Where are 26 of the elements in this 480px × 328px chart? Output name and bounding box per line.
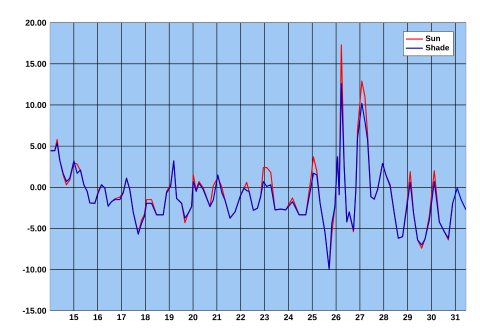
y-tick-label: -15.00 bbox=[22, 308, 46, 314]
x-tick-label: 27 bbox=[356, 314, 364, 320]
x-tick-label: 24 bbox=[284, 314, 294, 320]
x-tick-label: 30 bbox=[426, 314, 436, 320]
y-tick-label: -5.00 bbox=[28, 225, 46, 232]
x-tick-label: 19 bbox=[165, 314, 174, 320]
y-tick-label: 20.00 bbox=[26, 20, 46, 26]
x-tick-label: 17 bbox=[117, 314, 126, 320]
x-tick-label: 25 bbox=[308, 314, 317, 320]
line-series bbox=[50, 83, 466, 270]
x-tick-label: 28 bbox=[379, 314, 388, 320]
x-tick-label: 16 bbox=[94, 314, 102, 320]
x-tick-label: 15 bbox=[70, 314, 78, 320]
x-tick-label: 26 bbox=[332, 314, 340, 320]
x-tick-label: 20 bbox=[188, 314, 198, 320]
x-tick-label: 29 bbox=[403, 314, 412, 320]
y-tick-label: 15.00 bbox=[26, 60, 46, 67]
y-tick-label: 5.00 bbox=[30, 143, 46, 150]
x-tick-label: 18 bbox=[141, 314, 150, 320]
x-tick-label: 31 bbox=[450, 314, 460, 320]
x-tick-label: 23 bbox=[260, 314, 269, 320]
x-tick-label: 22 bbox=[236, 314, 246, 320]
y-tick-label: -10.00 bbox=[22, 266, 46, 273]
x-tick-label: 21 bbox=[212, 314, 222, 320]
y-tick-label: 0.00 bbox=[30, 184, 46, 190]
y-tick-label: 10.00 bbox=[26, 102, 46, 108]
